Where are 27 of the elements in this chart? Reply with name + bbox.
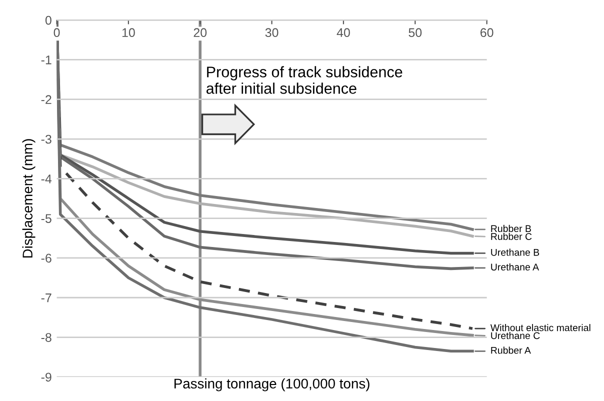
x-tick-label: 0 bbox=[54, 28, 60, 38]
legend-label: Rubber A bbox=[491, 346, 531, 354]
x-tick-label: 10 bbox=[122, 28, 135, 38]
legend-label: Rubber B bbox=[491, 224, 531, 232]
y-tick-label: -8 bbox=[41, 333, 52, 342]
annotation: Progress of track subsidence after initial subsidence bbox=[206, 66, 402, 94]
x-tick-label: 20 bbox=[194, 28, 207, 38]
y-tick-label: -4 bbox=[41, 174, 52, 184]
y-tick-label: -9 bbox=[41, 372, 52, 382]
y-tick-label: -7 bbox=[41, 294, 52, 302]
y-tick-label: 0 bbox=[45, 16, 52, 25]
legend-label: Rubber C bbox=[491, 232, 532, 240]
x-axis-title: Passing tonnage (100,000 tons) bbox=[174, 378, 370, 392]
y-tick-label: -2 bbox=[41, 95, 52, 104]
legend-label: Urethane A bbox=[491, 263, 540, 270]
legend-label: Without elastic material bbox=[490, 324, 590, 332]
legend-label: Urethane B bbox=[491, 248, 540, 256]
x-tick-label: 30 bbox=[265, 28, 278, 38]
y-tick-label: -5 bbox=[41, 214, 52, 223]
y-tick-label: -1 bbox=[41, 56, 52, 64]
legend-label: Urethane C bbox=[491, 332, 540, 340]
x-tick-label: 50 bbox=[408, 28, 422, 38]
x-tick-label: 40 bbox=[336, 28, 350, 38]
y-tick-label: -3 bbox=[41, 134, 52, 144]
x-tick-label: 60 bbox=[480, 28, 494, 38]
y-axis-title: Displacement (mm) bbox=[22, 139, 36, 258]
y-tick-label: -6 bbox=[41, 254, 52, 263]
